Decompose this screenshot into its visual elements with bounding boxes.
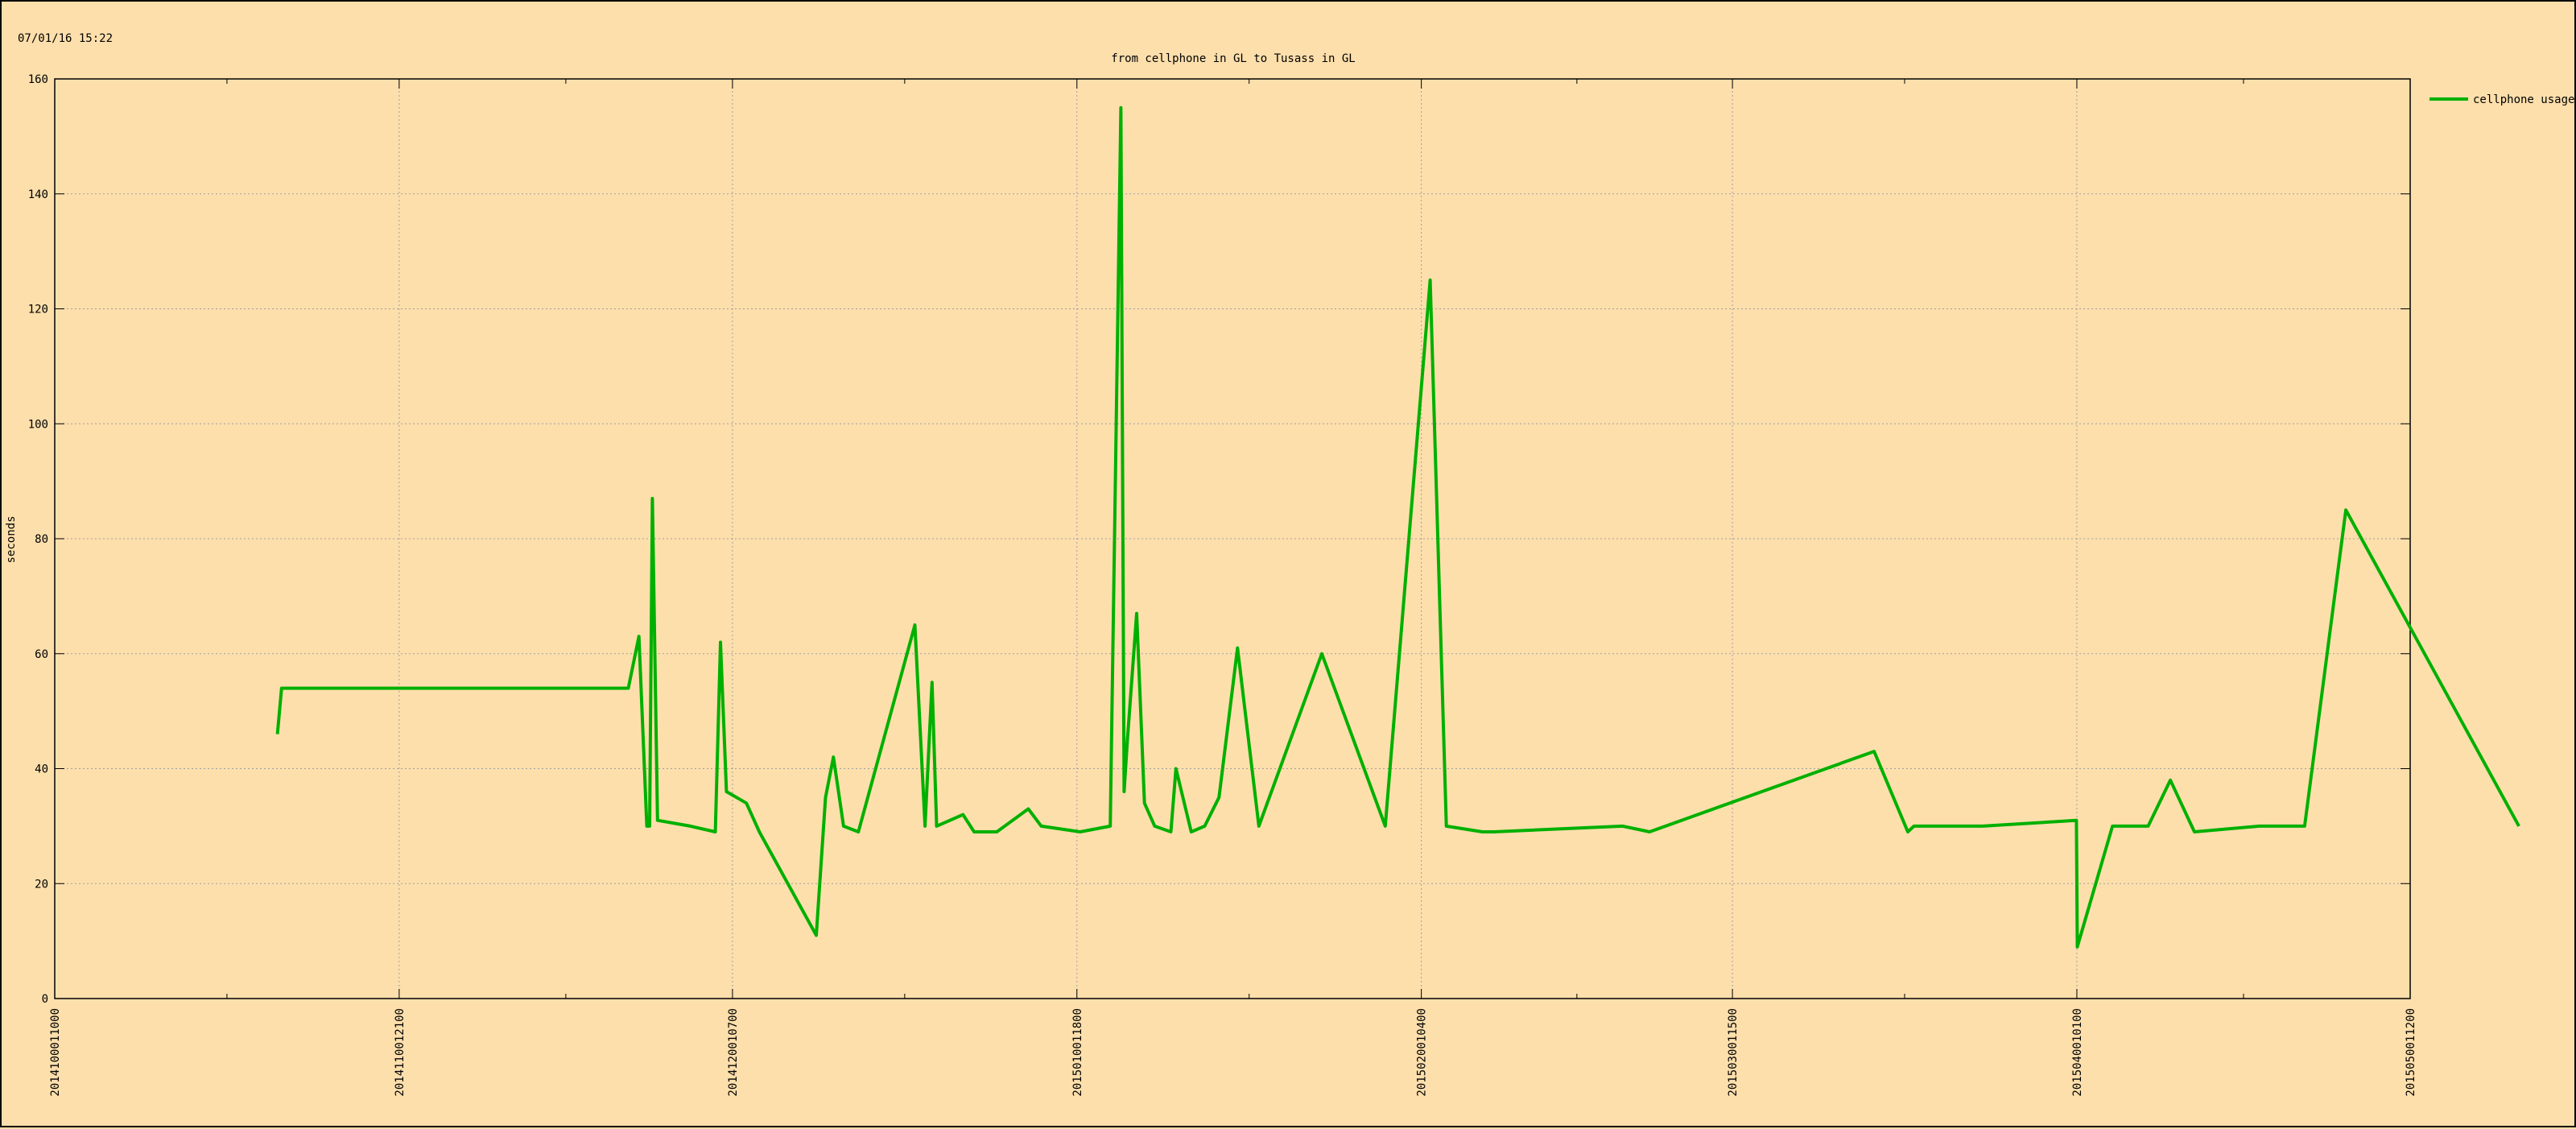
data-point — [2303, 825, 2306, 828]
data-point — [832, 755, 835, 759]
grid-layer — [55, 79, 2410, 999]
data-point — [1217, 796, 1220, 799]
chart-title: from cellphone in GL to Tusass in GL — [1111, 52, 1355, 65]
data-point — [1135, 612, 1138, 615]
data-point — [2193, 830, 2196, 833]
data-point — [1108, 825, 1112, 828]
data-point — [1621, 825, 1624, 828]
x-tick-label: 2014120010700 — [727, 1008, 740, 1097]
series-line-cellphone-usage — [275, 105, 2520, 949]
data-point — [1320, 652, 1323, 655]
data-point — [931, 680, 934, 684]
data-point — [648, 825, 651, 828]
timestamp-label: 07/01/16 15:22 — [18, 32, 113, 45]
data-point — [276, 733, 279, 736]
data-point — [2074, 819, 2078, 822]
data-point — [935, 825, 939, 828]
data-point — [1126, 738, 1129, 742]
y-tick-label: 60 — [35, 648, 48, 661]
data-point — [1648, 830, 1651, 833]
data-point — [2169, 779, 2172, 782]
data-point — [1429, 279, 1432, 282]
y-tick-label: 100 — [28, 418, 48, 431]
data-point — [961, 813, 964, 817]
data-point — [656, 819, 659, 822]
data-point — [1872, 750, 1876, 753]
data-point — [2344, 508, 2347, 511]
data-point — [1981, 825, 1984, 828]
legend-label: cellphone usage — [2473, 93, 2574, 106]
data-point — [1384, 825, 1387, 828]
y-tick-label: 80 — [35, 533, 48, 546]
x-tick-label: 2015040010100 — [2071, 1008, 2084, 1097]
data-point — [714, 830, 717, 833]
data-point — [719, 641, 722, 644]
data-point — [638, 635, 641, 638]
y-tick-label: 0 — [42, 993, 48, 1006]
data-point — [650, 497, 654, 500]
data-point — [1190, 830, 1193, 833]
data-point — [1906, 830, 1909, 833]
data-point — [1445, 825, 1448, 828]
plot-area-frame — [54, 78, 2411, 999]
data-point — [923, 825, 927, 828]
data-point — [815, 934, 818, 937]
data-point — [1143, 801, 1146, 804]
y-tick-label: 140 — [28, 188, 48, 201]
data-point — [627, 687, 630, 690]
data-point — [1236, 647, 1239, 650]
data-point — [842, 825, 845, 828]
data-point — [1913, 825, 1916, 828]
y-tick-label: 160 — [28, 73, 48, 86]
y-axis-label: seconds — [5, 515, 18, 563]
y-tick-label: 120 — [28, 304, 48, 316]
data-point — [1481, 830, 1484, 833]
data-point — [1174, 767, 1178, 771]
data-point — [1257, 825, 1261, 828]
data-point — [758, 830, 761, 833]
data-point — [1926, 825, 1930, 828]
y-tick-label: 40 — [35, 763, 48, 776]
data-point — [1170, 830, 1173, 833]
data-point — [914, 623, 917, 627]
data-point — [1040, 825, 1043, 828]
data-point — [1203, 825, 1207, 828]
y-tick-label: 20 — [35, 878, 48, 891]
x-tick-label: 2015050011200 — [2405, 1008, 2417, 1097]
series-layer — [275, 105, 2520, 949]
data-point — [2147, 825, 2150, 828]
x-tick-label: 2014110012100 — [394, 1008, 407, 1097]
x-tick-label: 2015030011500 — [1727, 1008, 1740, 1097]
data-point — [824, 796, 828, 799]
data-point — [2111, 825, 2114, 828]
data-point — [1153, 825, 1156, 828]
data-point — [745, 801, 748, 804]
data-point — [972, 830, 976, 833]
data-point — [1079, 830, 1082, 833]
legend: cellphone usage — [2429, 93, 2574, 106]
data-point — [646, 825, 649, 828]
data-point — [1026, 808, 1030, 811]
data-point — [1122, 790, 1125, 793]
data-point — [724, 790, 728, 793]
data-point — [995, 830, 998, 833]
x-tick-label: 2015020010400 — [1416, 1008, 1429, 1097]
data-point — [689, 825, 692, 828]
data-point — [857, 830, 860, 833]
x-tick-label: 2014100011000 — [49, 1008, 62, 1097]
axis-ticks: 0 20 40 60 80 100 120 140 160 2014100011000 201411… — [28, 73, 2417, 1097]
data-point — [2258, 825, 2261, 828]
x-tick-label: 2015010011800 — [1071, 1008, 1084, 1097]
data-point — [2517, 825, 2520, 828]
data-point — [2076, 945, 2079, 949]
data-point — [1119, 106, 1122, 110]
data-point — [1492, 830, 1495, 833]
data-point — [280, 687, 283, 690]
